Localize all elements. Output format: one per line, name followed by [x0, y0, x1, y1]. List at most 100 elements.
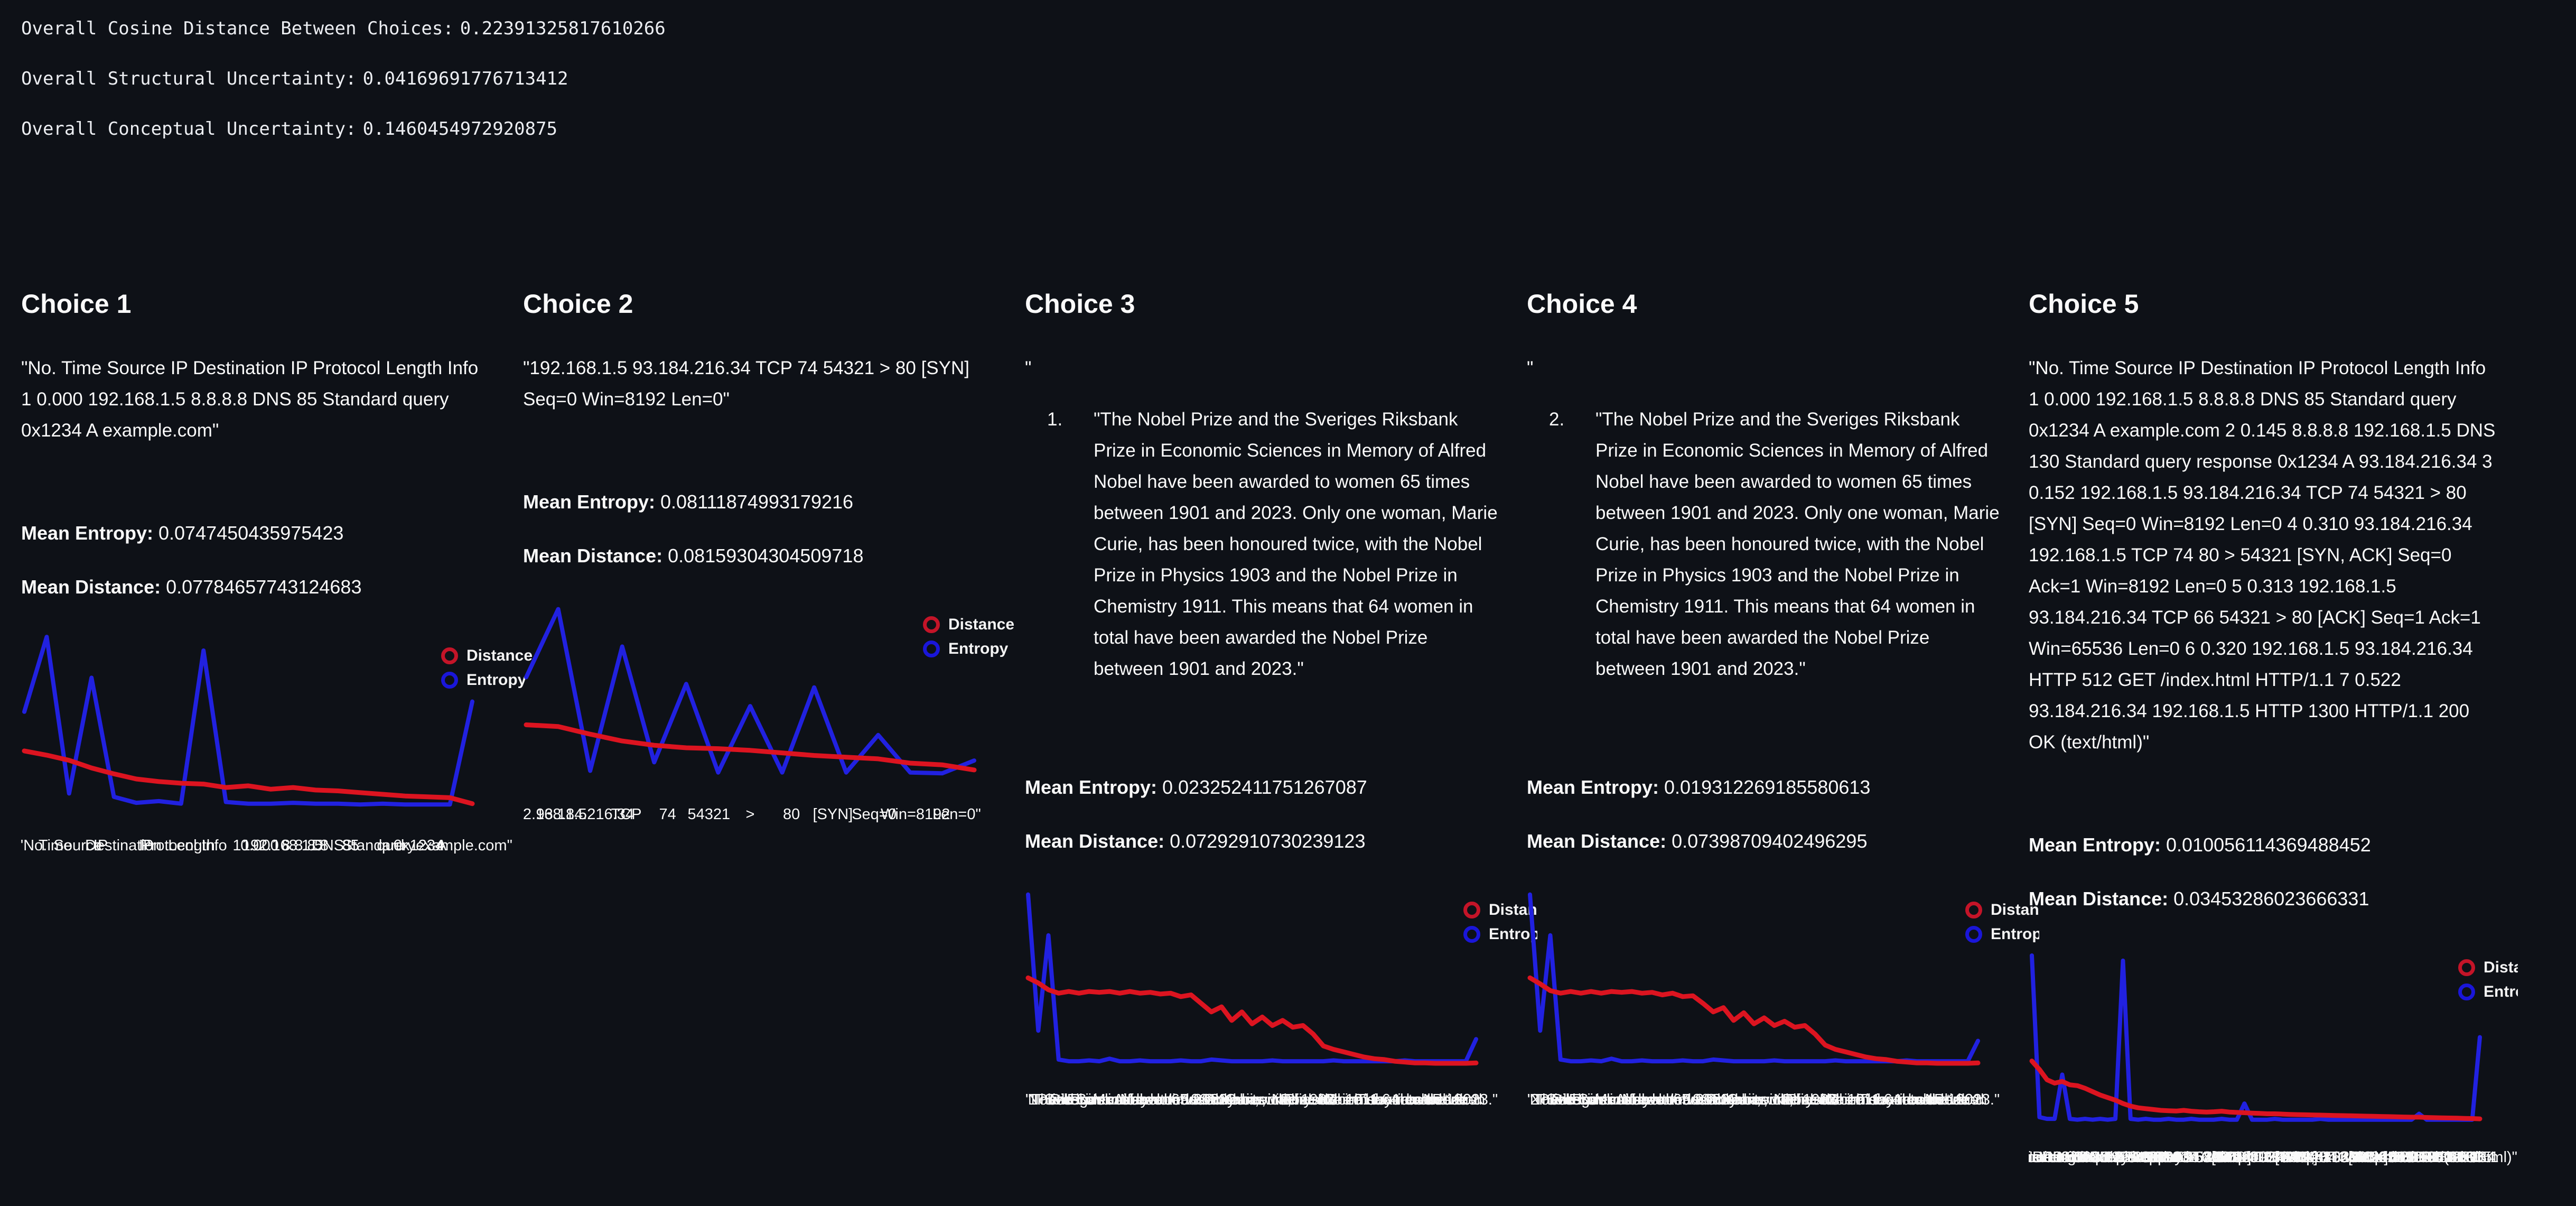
x-tick-label: 192.168.1.5 — [2225, 1149, 2307, 1166]
x-tick-label: 192.168.1.5 — [2157, 1149, 2238, 1166]
x-tick-label: in — [1107, 1091, 1120, 1108]
x-tick-label: Protocol — [2032, 1149, 2089, 1166]
x-tick-label: means — [1354, 1091, 1401, 1108]
choice-5-title: Choice 5 — [2029, 289, 2139, 319]
line-plot — [524, 607, 977, 776]
chart-legend: Distance Entropy — [2458, 959, 2518, 1007]
choice-3-entropy-distance-chart: Distance Entropy "1."TheNobelPrizeandthe… — [1025, 882, 1537, 1125]
x-tick-label: Marie — [1721, 1091, 1760, 1108]
x-tick-label: 93.184.216.34 — [2211, 1149, 2310, 1166]
choice-4-column: Choice 4 " 2. "The Nobel Prize and the S… — [1527, 289, 2039, 1183]
x-tick-label: 192.168.1.5 — [2293, 1149, 2375, 1166]
x-tick-label: "192.168.1.5 — [523, 806, 587, 823]
x-tick-label: Length — [2041, 1149, 2089, 1166]
x-tick-label: Prize — [1070, 1091, 1105, 1108]
x-tick-label: Source — [53, 837, 102, 854]
x-tick-label: Nobel — [1271, 1091, 1312, 1108]
list-item-number: 1. — [1047, 409, 1063, 430]
chart-legend: Distance Entropy — [923, 616, 1014, 664]
x-tick-label: TCP — [2328, 1149, 2359, 1166]
x-tick-label: Alfred — [1615, 1091, 1656, 1108]
choice-4-entropy-distance-chart: Distance Entropy "2."TheNobelPrizeandthe… — [1527, 882, 2039, 1125]
chart-legend: Distance Entropy — [441, 647, 533, 695]
entropy-legend-label: Entropy — [948, 640, 1009, 657]
x-tick-label: > — [2217, 1149, 2226, 1166]
x-tick-label: with — [1767, 1091, 1794, 1108]
entropy-legend-label: Entropy — [2484, 983, 2518, 1000]
x-tick-label: 192.168.1.5 — [2362, 1149, 2443, 1166]
x-tick-label: response — [2136, 1149, 2200, 1166]
mean-entropy-value: 0.010056114369488452 — [2166, 834, 2371, 856]
choice-2-column: Choice 2 "192.168.1.5 93.184.216.34 TCP … — [523, 289, 1014, 1183]
x-tick-label: 65 — [1171, 1091, 1189, 1108]
x-tick-label: with — [1265, 1091, 1292, 1108]
x-tick-label: 192.168.1.5 — [2103, 1149, 2184, 1166]
choice-1-mean-entropy: Mean Entropy: 0.0747450435975423 — [21, 520, 497, 546]
x-axis-labels: "No.TimeSourceIPDestinationIPProtocolLen… — [21, 837, 512, 866]
x-tick-label: 0.152 — [2173, 1149, 2212, 1166]
x-tick-label: 80 — [2218, 1149, 2235, 1166]
mean-entropy-label: Mean Entropy: — [523, 491, 656, 513]
x-tick-label: twice, — [1252, 1091, 1292, 1108]
x-tick-label: between — [1163, 1091, 1222, 1108]
x-tick-label: > — [2281, 1149, 2290, 1166]
choice-3-column: Choice 3 " 1. "The Nobel Prize and the S… — [1025, 289, 1537, 1183]
choice-2-mean-entropy: Mean Entropy: 0.08111874993179216 — [523, 489, 998, 515]
x-tick-label: 66 — [2340, 1149, 2357, 1166]
x-tick-label: Nobel — [1423, 1091, 1463, 1108]
x-tick-label: awarded — [1902, 1091, 1962, 1108]
x-tick-label: Chemistry — [1323, 1091, 1392, 1108]
legend-distance-row: Distance — [923, 616, 1014, 634]
x-tick-label: and — [1193, 1091, 1219, 1108]
x-tick-label: TCP — [611, 806, 642, 823]
x-tick-label: 80 — [2272, 1149, 2289, 1166]
x-tick-label: 1901 — [1445, 1091, 1480, 1108]
mean-entropy-value: 0.08111874993179216 — [660, 491, 854, 513]
legend-entropy-row: Entropy — [441, 671, 533, 689]
distance-legend-marker-icon — [441, 647, 458, 664]
mean-entropy-label: Mean Entropy: — [1527, 776, 1659, 798]
overall-cosine-distance-label: Overall Cosine Distance Between Choices: — [21, 18, 454, 39]
x-tick-label: 93.184.216.34 — [536, 806, 634, 823]
x-tick-label: 1911. — [1345, 1091, 1383, 1108]
x-tick-label: Win=65536 — [2344, 1149, 2422, 1166]
x-tick-label: Prize — [1934, 1091, 1969, 1108]
x-tick-label: 2023. — [1193, 1091, 1232, 1108]
x-tick-label: that — [1873, 1091, 1899, 1108]
x-tick-label: 93.184.216.34 — [2133, 1149, 2232, 1166]
x-tick-label: Nobel — [1819, 1091, 1860, 1108]
x-tick-label: A — [2114, 1149, 2124, 1166]
x-tick-label: 8.8.8.8 — [2115, 1149, 2162, 1166]
x-tick-label: 85 — [2090, 1149, 2108, 1166]
x-tick-label: Memory — [1093, 1091, 1149, 1108]
x-tick-label: have — [1130, 1091, 1164, 1108]
x-tick-label: that — [1371, 1091, 1397, 1108]
x-tick-label: Only — [1705, 1091, 1737, 1108]
x-tick-label: " — [1527, 1091, 1533, 1108]
choice-3-text: "The Nobel Prize and the Sveriges Riksba… — [1094, 409, 1498, 679]
x-tick-label: (text/html)" — [2443, 1149, 2517, 1166]
x-tick-label: 0.145 — [2114, 1149, 2153, 1166]
mean-distance-label: Mean Distance: — [2029, 888, 2169, 910]
x-tick-label: 1901 — [1947, 1091, 1982, 1108]
choice-3-mean-distance: Mean Distance: 0.07292910730239123 — [1025, 828, 1500, 855]
x-tick-label: Sciences — [1578, 1091, 1640, 1108]
x-tick-label: Only — [1203, 1091, 1235, 1108]
mean-distance-value: 0.07784657743124683 — [166, 576, 362, 598]
x-tick-label: women — [1874, 1091, 1924, 1108]
choice-5-mean-entropy: Mean Entropy: 0.010056114369488452 — [2029, 832, 2504, 858]
x-tick-label: have — [1400, 1091, 1434, 1108]
x-tick-label: A — [436, 837, 447, 854]
x-tick-label: "The — [1025, 1091, 1058, 1108]
distance-legend-label: Distance — [466, 647, 533, 664]
x-tick-label: times — [1168, 1091, 1205, 1108]
overall-structural-uncertainty-label: Overall Structural Uncertainty: — [21, 68, 357, 89]
x-tick-label: 512 — [2404, 1149, 2430, 1166]
line-plot — [1527, 892, 1981, 1066]
entropy-legend-marker-icon — [2458, 984, 2475, 1000]
x-tick-label: Ack=1 — [2356, 1149, 2400, 1166]
x-tick-label: Win=8192 — [2206, 1149, 2276, 1166]
x-tick-label: woman, — [1205, 1091, 1259, 1108]
x-tick-label: in — [1345, 1091, 1357, 1108]
